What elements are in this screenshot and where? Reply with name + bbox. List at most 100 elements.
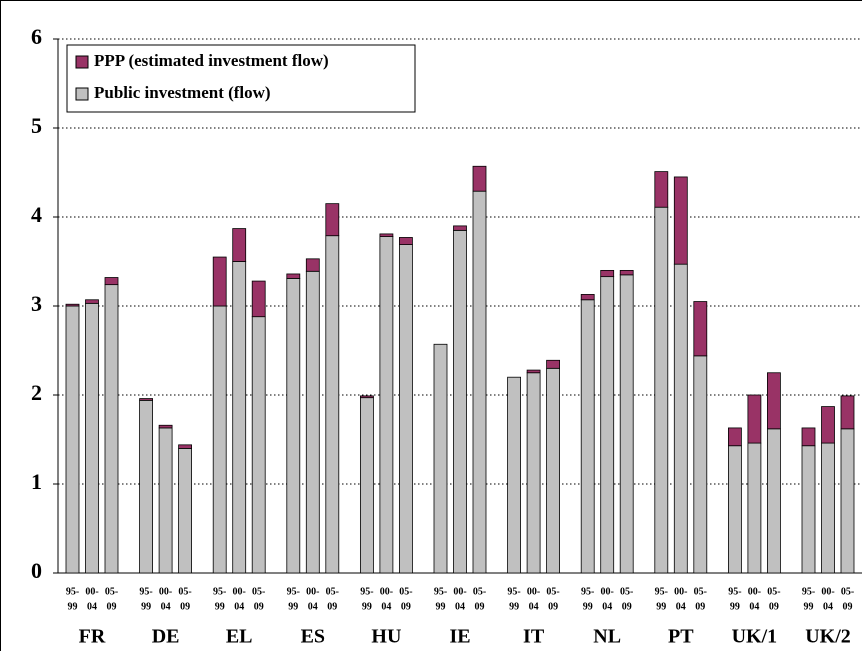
bar-segment: [305, 270, 320, 574]
x-period-label: 99: [656, 601, 666, 612]
x-category-label: HU: [371, 626, 401, 648]
x-period-label: 05-: [767, 586, 780, 597]
bar-segment: [801, 427, 816, 447]
bar-segment: [600, 269, 615, 278]
legend-swatch: [75, 55, 89, 69]
bar-segment: [398, 237, 413, 245]
x-period-label: 09: [401, 601, 411, 612]
bar-segment: [104, 284, 119, 574]
x-period-label: 05-: [326, 586, 339, 597]
bar-segment: [139, 399, 154, 574]
x-period-label: 95-: [655, 586, 668, 597]
x-period-label: 09: [107, 601, 117, 612]
x-period-label: 95-: [213, 586, 226, 597]
bar-segment: [359, 397, 374, 574]
bar-segment: [580, 299, 595, 574]
x-period-label: 05-: [473, 586, 486, 597]
x-period-label: 99: [362, 601, 372, 612]
bar-segment: [821, 406, 835, 444]
x-period-label: 04: [529, 601, 539, 612]
x-category-label: UK/1: [732, 626, 778, 648]
bar-segment: [325, 235, 340, 574]
x-period-label: 00-: [674, 586, 687, 597]
x-period-label: 95-: [507, 586, 520, 597]
bar-segment: [801, 445, 816, 574]
bar-segment: [821, 442, 835, 574]
bar-segment: [728, 445, 742, 574]
bar-segment: [212, 305, 227, 574]
bar-segment: [840, 428, 855, 574]
y-tick-label: 5: [31, 113, 42, 138]
y-tick-label: 2: [31, 380, 42, 405]
x-period-label: 04: [87, 601, 97, 612]
bar-segment: [526, 369, 541, 374]
bar-segment: [472, 190, 487, 574]
x-period-label: 09: [548, 601, 558, 612]
bar-segment: [232, 228, 247, 262]
x-period-label: 09: [622, 601, 632, 612]
bar-segment: [767, 372, 781, 430]
y-tick-label: 6: [31, 24, 42, 49]
bar-segment: [619, 269, 634, 276]
bar-segment: [158, 427, 173, 574]
x-period-label: 95-: [728, 586, 741, 597]
x-period-label: 05-: [105, 586, 118, 597]
x-period-label: 00-: [85, 586, 98, 597]
bar-segment: [693, 301, 708, 357]
bar-segment: [654, 171, 669, 208]
bar-segment: [580, 294, 595, 301]
bar-segment: [286, 278, 301, 574]
x-period-label: 99: [288, 601, 298, 612]
x-period-label: 99: [68, 601, 78, 612]
x-period-label: 95-: [66, 586, 79, 597]
x-period-label: 00-: [159, 586, 172, 597]
x-period-label: 04: [823, 601, 833, 612]
bar-segment: [673, 263, 688, 574]
bar-segment: [546, 359, 560, 369]
x-category-label: DE: [152, 626, 180, 648]
bar-segment: [619, 274, 634, 574]
x-period-label: 04: [234, 601, 244, 612]
bar-segment: [104, 277, 119, 286]
bar-segment: [379, 236, 394, 574]
x-period-label: 00-: [306, 586, 319, 597]
bar-segment: [453, 225, 467, 231]
y-tick-label: 0: [31, 558, 42, 583]
bar-segment: [65, 305, 80, 574]
x-period-label: 04: [676, 601, 686, 612]
x-period-label: 05-: [546, 586, 559, 597]
x-period-label: 99: [730, 601, 740, 612]
bar-segment: [693, 355, 708, 574]
bar-segment: [85, 302, 99, 574]
x-period-label: 00-: [380, 586, 393, 597]
x-category-label: EL: [226, 626, 253, 648]
bar-segment: [65, 303, 80, 307]
bar-segment: [286, 273, 301, 279]
bar-segment: [325, 203, 340, 237]
x-period-label: 95-: [139, 586, 152, 597]
x-period-label: 05-: [694, 586, 707, 597]
x-period-label: 05-: [841, 586, 854, 597]
bar-segment: [212, 256, 227, 307]
x-period-label: 05-: [399, 586, 412, 597]
x-period-label: 00-: [748, 586, 761, 597]
bar-segment: [747, 442, 762, 574]
x-period-label: 99: [804, 601, 814, 612]
x-period-label: 09: [769, 601, 779, 612]
legend-box: [66, 44, 416, 113]
x-period-label: 09: [254, 601, 264, 612]
bar-segment: [526, 372, 541, 574]
x-period-label: 04: [602, 601, 612, 612]
x-category-label: ES: [301, 626, 325, 648]
legend-label: Public investment (flow): [94, 83, 271, 102]
x-period-label: 00-: [821, 586, 834, 597]
bar-segment: [747, 394, 762, 444]
x-period-label: 99: [583, 601, 593, 612]
bar-segment: [85, 299, 99, 304]
x-category-label: IT: [523, 626, 545, 648]
bar-segment: [379, 233, 394, 237]
x-period-label: 09: [327, 601, 337, 612]
bar-segment: [232, 261, 247, 574]
bar-segment: [251, 316, 266, 574]
y-tick-label: 3: [31, 291, 42, 316]
